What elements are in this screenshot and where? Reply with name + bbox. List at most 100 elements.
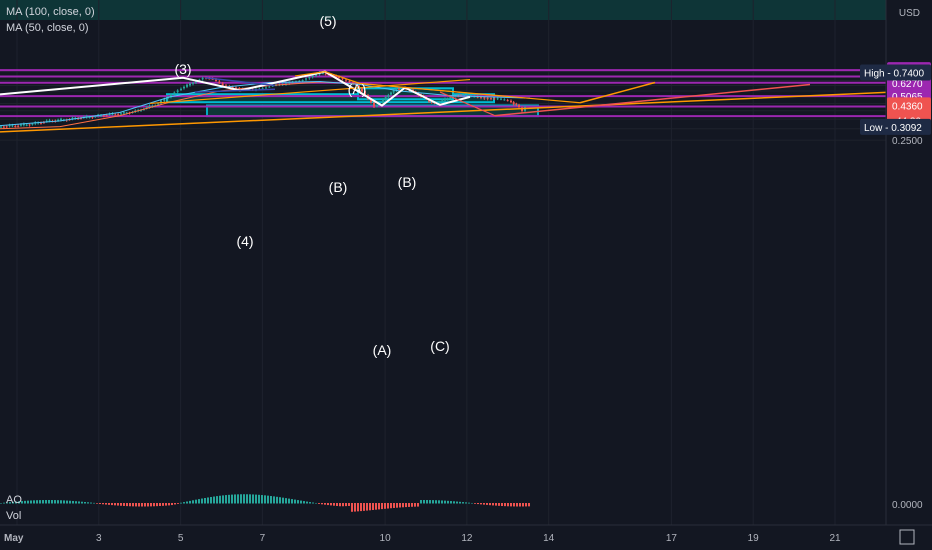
ao-bar	[399, 503, 401, 508]
ao-bar	[432, 500, 434, 504]
candle-body	[288, 82, 291, 84]
high-badge	[860, 64, 931, 81]
ao-bar	[405, 503, 407, 508]
legend-ao[interactable]: AO	[6, 494, 22, 506]
candle-body	[454, 95, 457, 97]
ao-bar	[348, 503, 350, 506]
candle-body	[189, 83, 191, 86]
ao-bar	[288, 498, 290, 504]
ao-bar	[144, 503, 146, 507]
ao-bar	[441, 500, 443, 504]
ao-bar	[66, 500, 68, 504]
candle-body	[163, 98, 166, 102]
ao-bar	[282, 497, 284, 504]
ao-bar	[333, 503, 335, 506]
ao-bar	[114, 503, 116, 506]
ao-bar	[249, 494, 251, 504]
ao-bar	[156, 503, 158, 507]
ao-bar	[336, 503, 338, 506]
ao-bar	[6, 502, 8, 504]
ao-bar	[165, 503, 167, 506]
ao-bar	[153, 503, 155, 507]
ao-bar	[471, 502, 473, 504]
ao-bar	[48, 500, 50, 504]
candle-body	[14, 125, 17, 127]
candle-body	[20, 124, 22, 126]
candle-body	[122, 112, 125, 114]
candle-body	[510, 100, 512, 103]
candle-body	[114, 114, 117, 116]
ao-bar	[438, 500, 440, 504]
candle-body	[111, 113, 114, 115]
ao-bar	[465, 502, 467, 504]
ao-bar	[3, 502, 5, 504]
legend-ma100[interactable]: MA (100, close, 0)	[6, 6, 95, 18]
candle-body	[105, 115, 108, 117]
ao-bar	[222, 495, 224, 504]
ao-bar	[498, 503, 500, 506]
candle-body	[503, 99, 506, 101]
ao-bar	[417, 503, 419, 507]
candle-body	[322, 73, 324, 75]
ao-bar	[504, 503, 506, 507]
candle-body	[60, 118, 62, 121]
candle-body	[265, 87, 267, 89]
ao-bar	[219, 495, 221, 504]
candle-body	[218, 81, 221, 84]
ao-bar	[159, 503, 161, 506]
ao-bar	[474, 503, 476, 504]
candle-body	[80, 118, 82, 120]
candle-body	[145, 107, 148, 109]
ao-bar	[522, 503, 524, 507]
ao-bar	[78, 501, 80, 504]
legend-vol[interactable]: Vol	[6, 510, 22, 522]
ao-bar	[177, 503, 179, 504]
candle-body	[71, 117, 74, 119]
ao-bar	[480, 503, 482, 505]
ao-bar	[198, 499, 200, 504]
candle-body	[518, 104, 520, 108]
ao-bar	[243, 494, 245, 504]
candle-body	[341, 78, 344, 80]
candle-body	[261, 88, 264, 90]
ao-bar	[228, 494, 230, 504]
ao-bar	[312, 502, 314, 504]
candle-body	[40, 122, 42, 124]
legend-ma50[interactable]: MA (50, close, 0)	[6, 22, 89, 34]
ao-bar	[408, 503, 410, 507]
candle-body	[387, 95, 390, 98]
ao-bar	[231, 494, 233, 504]
candle-body	[480, 96, 482, 98]
ao-bar	[456, 501, 458, 504]
candle-body	[91, 116, 94, 118]
ao-bar	[180, 502, 182, 504]
current-price-text: 0.4360	[892, 101, 923, 112]
projection-arrow	[579, 81, 656, 104]
channel-line	[204, 76, 276, 87]
ao-bar	[27, 500, 29, 504]
ao-bar	[381, 503, 383, 510]
ao-bar	[45, 500, 47, 504]
ao-bar	[15, 501, 17, 504]
trend-line	[149, 78, 471, 105]
ao-bar	[261, 495, 263, 504]
ao-bar	[297, 500, 299, 504]
candle-body	[48, 120, 51, 122]
ao-bar	[423, 500, 425, 504]
candle-body	[17, 125, 20, 127]
ao-bar	[528, 503, 530, 507]
ao-bar	[150, 503, 152, 507]
ao-bar	[240, 494, 242, 504]
ao-bar	[30, 500, 32, 504]
candle-body	[496, 98, 499, 100]
ao-bar	[318, 503, 320, 504]
high-badge-text: High - 0.7400	[864, 68, 924, 79]
ao-bar	[174, 503, 176, 505]
wave-label: (A)	[348, 81, 367, 97]
ao-bar	[102, 503, 104, 505]
candle-body	[476, 96, 479, 98]
ao-bar	[291, 499, 293, 504]
ao-bar	[453, 501, 455, 504]
